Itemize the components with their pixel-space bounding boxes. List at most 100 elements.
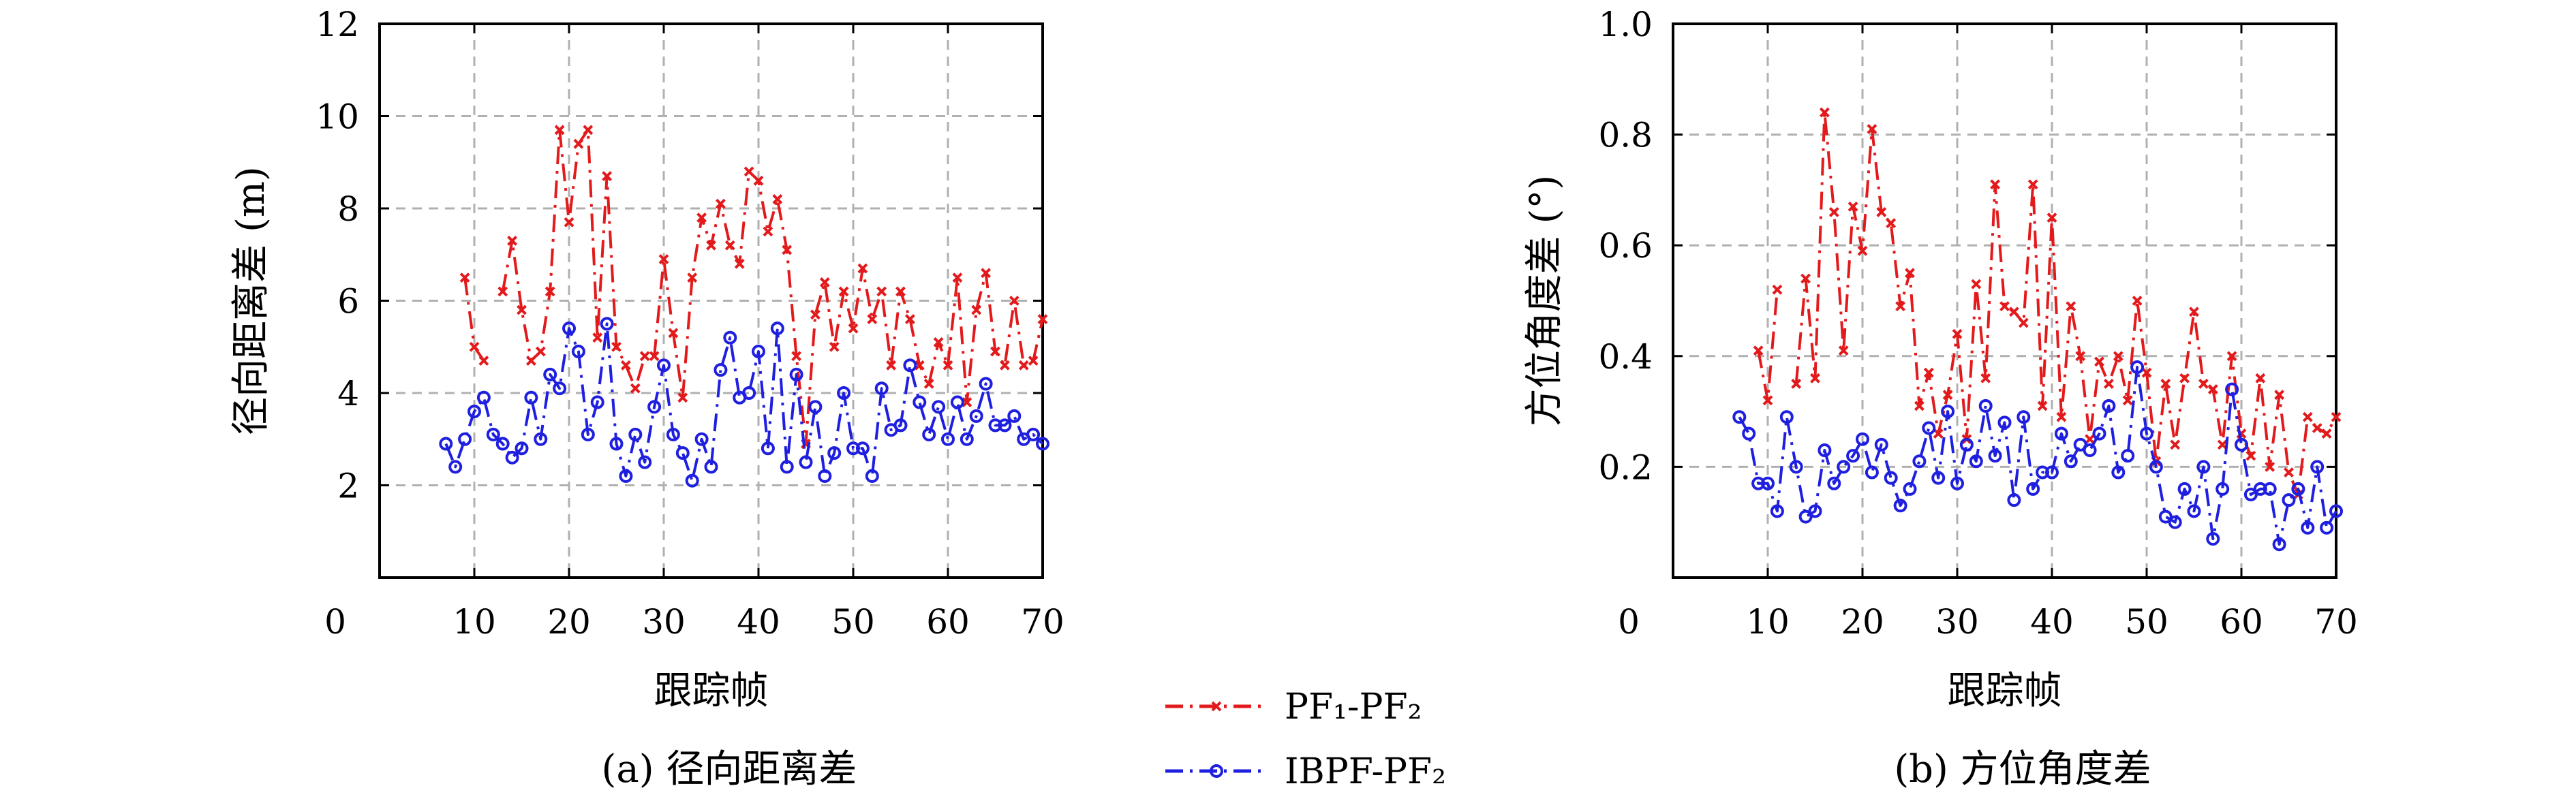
chart-caption-b: (b) 方位角度差 xyxy=(1894,747,2151,791)
data-point-pf1-pf2 xyxy=(829,341,840,352)
data-point-ibpf-pf2 xyxy=(941,432,955,446)
data-point-ibpf-pf2 xyxy=(2301,520,2315,535)
series-line-pf1-pf2 xyxy=(501,128,1044,445)
data-point-pf1-pf2 xyxy=(1009,296,1019,306)
x-axis-label: 跟踪帧 xyxy=(654,669,769,713)
data-point-pf1-pf2 xyxy=(1876,207,1887,217)
data-point-pf1-pf2 xyxy=(2179,373,2190,383)
y-tick-label: 12 xyxy=(316,5,359,44)
data-point-ibpf-pf2 xyxy=(505,450,519,465)
data-point-pf1-pf2 xyxy=(1762,395,1773,406)
data-point-ibpf-pf2 xyxy=(2272,537,2286,552)
data-point-ibpf-pf2 xyxy=(770,321,784,336)
data-point-pf1-pf2 xyxy=(1980,373,1991,383)
data-point-pf1-pf2 xyxy=(2066,301,2076,312)
data-point-ibpf-pf2 xyxy=(534,432,548,446)
data-point-ibpf-pf2 xyxy=(808,400,823,414)
data-point-ibpf-pf2 xyxy=(2149,460,2163,474)
data-point-pf1-pf2 xyxy=(639,351,650,362)
data-point-pf1-pf2 xyxy=(602,171,613,181)
data-point-ibpf-pf2 xyxy=(969,409,983,423)
plot-frame xyxy=(1672,22,2337,579)
y-tick-label: 0.4 xyxy=(1598,337,1653,377)
data-point-pf1-pf2 xyxy=(923,379,934,389)
data-point-pf1-pf2 xyxy=(564,217,574,227)
x-tick-label: 60 xyxy=(2220,602,2263,642)
data-point-ibpf-pf2 xyxy=(2329,504,2343,518)
data-point-pf1-pf2 xyxy=(2141,367,2152,378)
chart-panel-radial-distance: 0 10 20 30 40 50 60 70 2 4 6 8 10 12 跟踪帧 径向距离差 (m) xyxy=(229,5,1064,713)
data-point-pf1-pf2 xyxy=(962,397,972,407)
data-point-pf1-pf2 xyxy=(791,351,802,362)
data-point-pf1-pf2 xyxy=(658,254,669,264)
data-point-ibpf-pf2 xyxy=(458,432,472,446)
y-tick-label: 4 xyxy=(337,374,359,413)
y-tick-label: 0.2 xyxy=(1598,447,1653,487)
y-tick-label: 6 xyxy=(337,282,359,321)
data-point-ibpf-pf2 xyxy=(647,400,662,414)
data-point-pf1-pf2 xyxy=(838,286,849,297)
data-point-pf1-pf2 xyxy=(2027,179,2038,190)
data-point-ibpf-pf2 xyxy=(1922,421,1936,435)
data-point-ibpf-pf2 xyxy=(903,358,917,373)
data-point-ibpf-pf2 xyxy=(2215,482,2230,496)
data-point-ibpf-pf2 xyxy=(2168,515,2182,529)
data-point-pf1-pf2 xyxy=(1800,273,1811,284)
data-point-pf1-pf2 xyxy=(876,286,887,297)
data-point-ibpf-pf2 xyxy=(1856,432,1869,446)
x-axis-label: 跟踪帧 xyxy=(1948,669,2062,713)
data-point-ibpf-pf2 xyxy=(1941,405,1955,419)
data-point-ibpf-pf2 xyxy=(2130,360,2145,375)
data-point-pf1-pf2 xyxy=(1828,207,1839,217)
legend-label-ibpf-pf2: IBPF-PF₂ xyxy=(1285,751,1446,792)
data-point-pf1-pf2 xyxy=(687,272,698,283)
data-point-pf1-pf2 xyxy=(2075,351,2086,362)
data-point-ibpf-pf2 xyxy=(960,432,974,446)
data-point-ibpf-pf2 xyxy=(439,437,453,451)
data-point-ibpf-pf2 xyxy=(2045,465,2059,480)
x-tick-label: 20 xyxy=(547,602,591,642)
data-point-pf1-pf2 xyxy=(2245,450,2256,461)
legend-item-pf1-pf2: PF₁-PF₂ xyxy=(1165,687,1422,727)
data-point-ibpf-pf2 xyxy=(2177,482,2192,496)
data-point-ibpf-pf2 xyxy=(932,400,946,414)
data-point-pf1-pf2 xyxy=(857,263,868,274)
data-point-pf1-pf2 xyxy=(904,314,915,325)
data-point-pf1-pf2 xyxy=(2331,411,2342,422)
data-point-pf1-pf2 xyxy=(1838,345,1849,356)
data-point-ibpf-pf2 xyxy=(1026,427,1041,441)
data-point-ibpf-pf2 xyxy=(1959,437,1974,452)
data-point-pf1-pf2 xyxy=(478,356,489,366)
data-point-pf1-pf2 xyxy=(848,323,859,334)
x-tick-label: 20 xyxy=(1841,602,1884,642)
data-point-ibpf-pf2 xyxy=(1779,410,1794,424)
data-point-ibpf-pf2 xyxy=(2054,426,2068,441)
data-point-ibpf-pf2 xyxy=(1789,460,1803,474)
data-point-pf1-pf2 xyxy=(2122,395,2133,406)
data-point-pf1-pf2 xyxy=(999,360,1010,371)
data-point-ibpf-pf2 xyxy=(922,427,936,441)
data-point-ibpf-pf2 xyxy=(2036,465,2050,480)
data-point-ibpf-pf2 xyxy=(2007,493,2021,507)
legend-label-pf1-pf2: PF₁-PF₂ xyxy=(1285,687,1422,727)
data-point-ibpf-pf2 xyxy=(448,460,463,474)
series-pf1-pf2 xyxy=(459,125,1048,449)
data-point-pf1-pf2 xyxy=(497,286,508,297)
data-point-ibpf-pf2 xyxy=(1950,476,1964,490)
y-tick-label: 8 xyxy=(337,189,359,229)
data-point-ibpf-pf2 xyxy=(675,446,690,460)
data-point-ibpf-pf2 xyxy=(1931,471,1946,485)
x-tick-label: 30 xyxy=(1935,602,1979,642)
data-point-pf1-pf2 xyxy=(1753,345,1764,356)
data-point-ibpf-pf2 xyxy=(818,469,832,483)
data-point-pf1-pf2 xyxy=(583,125,594,136)
data-point-pf1-pf2 xyxy=(1867,124,1877,134)
data-point-ibpf-pf2 xyxy=(2320,520,2334,535)
data-point-ibpf-pf2 xyxy=(619,469,633,483)
data-point-pf1-pf2 xyxy=(1914,400,1925,411)
data-point-pf1-pf2 xyxy=(971,304,982,315)
data-point-pf1-pf2 xyxy=(649,351,660,362)
legend-item-ibpf-pf2: IBPF-PF₂ xyxy=(1165,751,1446,792)
data-point-ibpf-pf2 xyxy=(714,363,728,377)
